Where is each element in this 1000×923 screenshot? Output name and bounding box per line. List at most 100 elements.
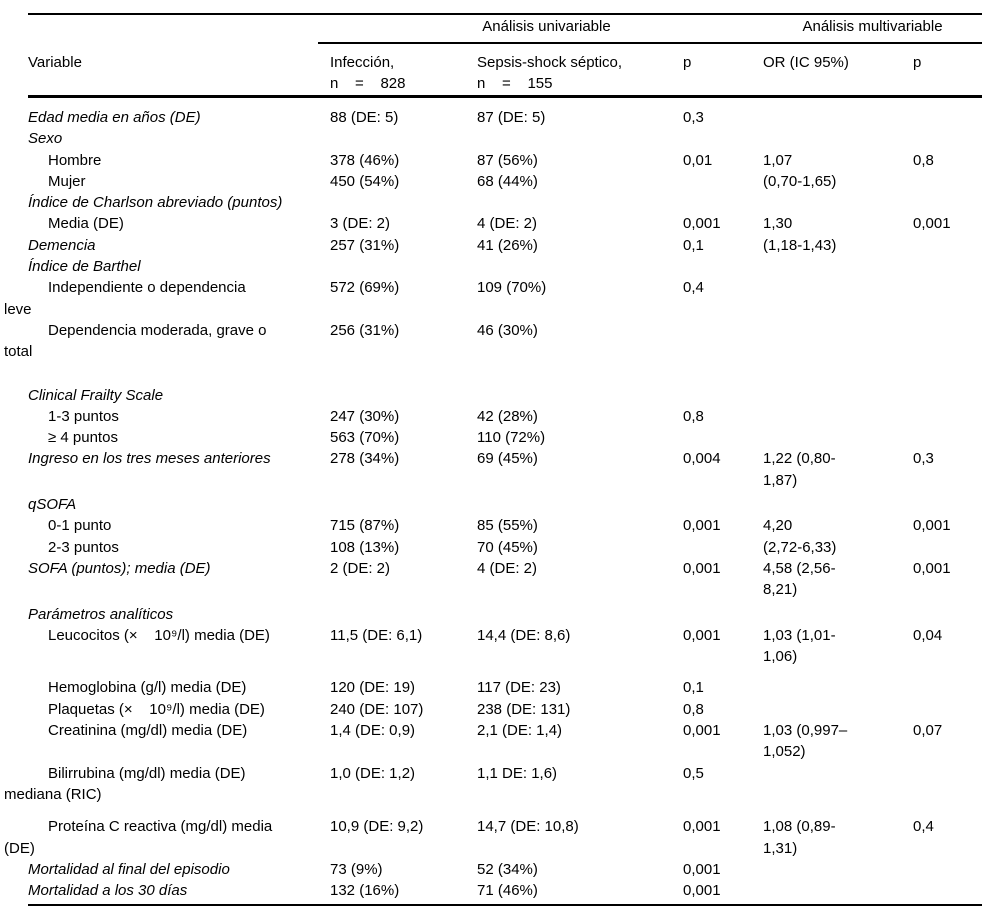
group-header-row: Análisis univariable Análisis multivaria… — [4, 0, 982, 43]
cell-p-multivariable — [913, 491, 982, 515]
cell-infeccion-n828: 572 (69%) — [330, 279, 400, 297]
cell-p-univariable: 0,5 — [683, 764, 704, 782]
table-row: Índice de Charlson abreviado (puntos) — [4, 192, 982, 213]
cell-infeccion-n828: 1,4 (DE: 0,9) — [330, 722, 416, 740]
cell-sepsis-shock-n155: 117 (DE: 23) — [477, 679, 561, 697]
cell-infeccion-n828: 88 (DE: 5) — [330, 109, 399, 126]
cell-or-ic95 — [763, 763, 913, 806]
cell-infeccion-n828: 240 (DE: 107) — [330, 700, 424, 718]
cell-or-ic95 — [763, 491, 913, 515]
cell-p-multivariable — [913, 363, 982, 406]
clinical-characteristics-table: Análisis univariable Análisis multivaria… — [4, 0, 982, 901]
cell-p-univariable: 0,001 — [683, 559, 721, 577]
cell-p-multivariable — [913, 699, 982, 720]
cell-sepsis-shock-n155: 109 (70%) — [477, 279, 547, 297]
table-row: Mujer 450 (54%) 68 (44%) (0,70-1,65) — [4, 171, 982, 192]
cell-p-univariable: 0,001 — [683, 517, 721, 535]
cell-or-ic95 — [763, 699, 913, 720]
cell-variable: Sexo — [28, 130, 63, 148]
cell-or-ic95 — [763, 192, 913, 213]
cell-variable: Mortalidad al final del episodio — [28, 860, 230, 878]
cell-sepsis-shock-n155: 69 (45%) — [477, 450, 538, 468]
cell-or-ic95 — [763, 277, 913, 320]
cell-sepsis-shock-n155: 46 (30%) — [477, 321, 538, 339]
cell-infeccion-n828: 563 (70%) — [330, 429, 400, 447]
cell-variable: Dependencia moderada, grave o total — [4, 321, 267, 361]
cell-infeccion-n828: 715 (87%) — [330, 517, 400, 535]
cell-infeccion-n828: 11,5 (DE: 6,1) — [330, 626, 423, 644]
cell-p-multivariable: 0,001 — [913, 215, 951, 233]
cell-or-ic95: 1,03 (1,01- 1,06) — [763, 626, 836, 666]
cell-p-univariable: 0,001 — [683, 722, 721, 740]
table-row: Leucocitos (× 10⁹/l) media (DE) 11,5 (DE:… — [4, 625, 982, 668]
cell-p-univariable: 0,001 — [683, 882, 721, 900]
cell-p-univariable — [683, 537, 763, 558]
cell-p-univariable — [683, 491, 763, 515]
cell-infeccion-n828: 120 (DE: 19) — [330, 679, 416, 697]
column-header-row: Variable Infección, n = 828 Sepsis-shock… — [4, 43, 982, 97]
cell-sepsis-shock-n155: 14,7 (DE: 10,8) — [477, 818, 579, 836]
column-header-infeccion-n: Infección, n = 828 — [330, 54, 406, 93]
cell-p-multivariable — [913, 320, 982, 363]
cell-or-ic95: 4,58 (2,56- 8,21) — [763, 559, 836, 599]
cell-infeccion-n828: 247 (30%) — [330, 407, 400, 425]
cell-sepsis-shock-n155 — [477, 491, 683, 515]
cell-infeccion-n828: 132 (16%) — [330, 882, 400, 900]
cell-or-ic95: (0,70-1,65) — [763, 172, 837, 190]
group-header-multivariable: Análisis multivariable — [802, 17, 943, 35]
cell-p-multivariable: 0,07 — [913, 722, 943, 740]
table-row: Ingreso en los tres meses anteriores 278 … — [4, 448, 982, 491]
cell-variable: Ingreso en los tres meses anteriores — [28, 450, 271, 468]
table-row: Sexo — [4, 128, 982, 149]
table-row: Proteína C reactiva (mg/dl) media (DE) 10… — [4, 805, 982, 859]
cell-p-multivariable — [913, 859, 982, 880]
cell-sepsis-shock-n155 — [477, 256, 683, 277]
table-row: qSOFA — [4, 491, 982, 515]
cell-variable: 2-3 puntos — [48, 538, 119, 556]
cell-sepsis-shock-n155: 238 (DE: 131) — [477, 700, 571, 718]
cell-p-univariable — [683, 320, 763, 363]
cell-sepsis-shock-n155: 87 (56%) — [477, 151, 538, 169]
table-row: 2-3 puntos 108 (13%) 70 (45%) (2,72-6,33) — [4, 537, 982, 558]
cell-or-ic95 — [763, 128, 913, 149]
cell-p-univariable — [683, 427, 763, 448]
cell-p-multivariable: 0,04 — [913, 626, 943, 644]
cell-infeccion-n828: 2 (DE: 2) — [330, 559, 391, 577]
cell-p-univariable: 0,3 — [683, 109, 704, 126]
cell-sepsis-shock-n155: 52 (34%) — [477, 860, 538, 878]
cell-infeccion-n828: 108 (13%) — [330, 538, 400, 556]
cell-variable: Parámetros analíticos — [28, 605, 174, 623]
cell-infeccion-n828 — [330, 491, 477, 515]
cell-p-multivariable — [913, 880, 982, 901]
cell-p-multivariable: 0,3 — [913, 450, 934, 468]
cell-p-univariable: 0,001 — [683, 626, 721, 644]
cell-infeccion-n828 — [330, 128, 477, 149]
cell-variable: Mortalidad a los 30 días — [28, 882, 188, 900]
cell-sepsis-shock-n155: 70 (45%) — [477, 538, 538, 556]
cell-sepsis-shock-n155: 4 (DE: 2) — [477, 215, 538, 233]
table-rule-under-group-headers — [318, 42, 982, 44]
cell-p-univariable: 0,001 — [683, 818, 721, 836]
cell-sepsis-shock-n155: 1,1 DE: 1,6) — [477, 764, 558, 782]
cell-variable: Creatinina (mg/dl) media (DE) — [48, 722, 248, 740]
cell-sepsis-shock-n155: 41 (26%) — [477, 236, 538, 254]
cell-p-multivariable — [913, 256, 982, 277]
table-row: 0-1 punto 715 (87%) 85 (55%) 0,001 4,20 0,001 — [4, 515, 982, 536]
table-rule-bottom — [28, 904, 982, 906]
cell-p-univariable: 0,01 — [683, 151, 713, 169]
cell-or-ic95 — [763, 667, 913, 698]
cell-infeccion-n828: 10,9 (DE: 9,2) — [330, 818, 424, 836]
cell-p-multivariable — [913, 192, 982, 213]
cell-p-multivariable — [913, 427, 982, 448]
cell-variable: Clinical Frailty Scale — [28, 386, 164, 404]
table-row: Hombre 378 (46%) 87 (56%) 0,01 1,07 0,8 — [4, 150, 982, 171]
table-row: SOFA (puntos); media (DE) 2 (DE: 2) 4 (DE:… — [4, 558, 982, 601]
cell-variable: Edad media en años (DE) — [28, 109, 201, 126]
cell-variable: Índice de Barthel — [28, 258, 141, 276]
column-header-or-ic95: OR (IC 95%) — [763, 54, 849, 71]
cell-p-univariable: 0,8 — [683, 407, 704, 425]
cell-p-multivariable — [913, 406, 982, 427]
cell-or-ic95 — [763, 859, 913, 880]
cell-sepsis-shock-n155: 14,4 (DE: 8,6) — [477, 626, 571, 644]
cell-p-multivariable — [913, 235, 982, 256]
